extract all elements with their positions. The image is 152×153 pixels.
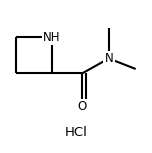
- Text: NH: NH: [43, 31, 61, 44]
- Text: O: O: [77, 100, 87, 113]
- Text: N: N: [104, 52, 113, 65]
- Text: HCl: HCl: [65, 126, 87, 139]
